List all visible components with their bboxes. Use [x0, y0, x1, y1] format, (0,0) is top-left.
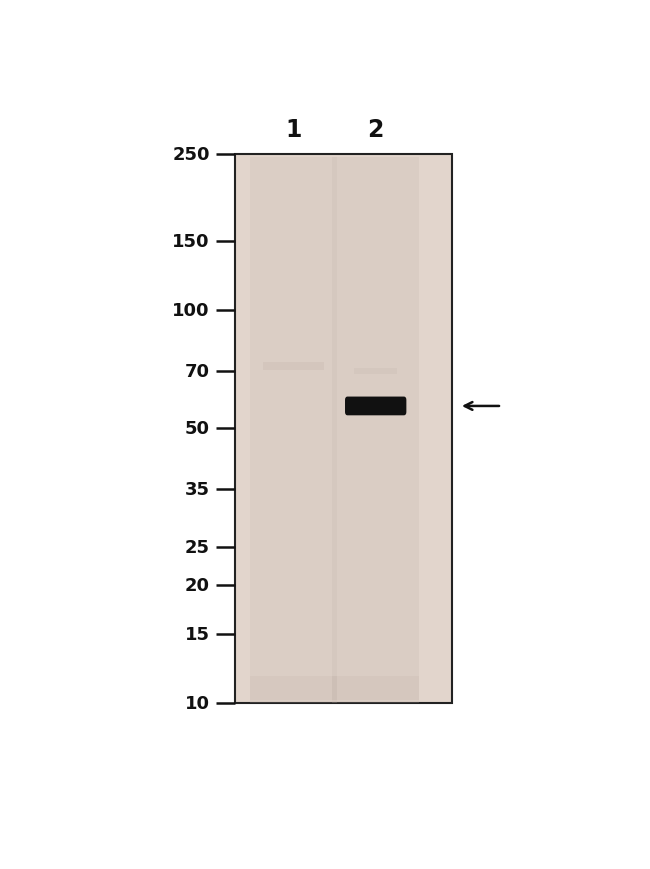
Text: 2: 2 [367, 117, 384, 142]
Bar [332, 676, 419, 703]
Text: 20: 20 [185, 576, 210, 594]
Bar [332, 158, 419, 700]
Text: 1: 1 [285, 117, 302, 142]
Text: 150: 150 [172, 233, 210, 250]
Text: 25: 25 [185, 538, 210, 556]
Text: 70: 70 [185, 362, 210, 381]
Bar [354, 368, 397, 375]
Text: 35: 35 [185, 481, 210, 499]
Text: 15: 15 [185, 625, 210, 643]
Text: 50: 50 [185, 420, 210, 438]
Text: 10: 10 [185, 694, 210, 712]
Bar [250, 158, 337, 700]
Bar [263, 362, 324, 371]
Text: 250: 250 [172, 145, 210, 163]
Text: 100: 100 [172, 302, 210, 320]
Bar [235, 155, 452, 703]
FancyBboxPatch shape [345, 397, 406, 416]
Bar [250, 676, 337, 703]
